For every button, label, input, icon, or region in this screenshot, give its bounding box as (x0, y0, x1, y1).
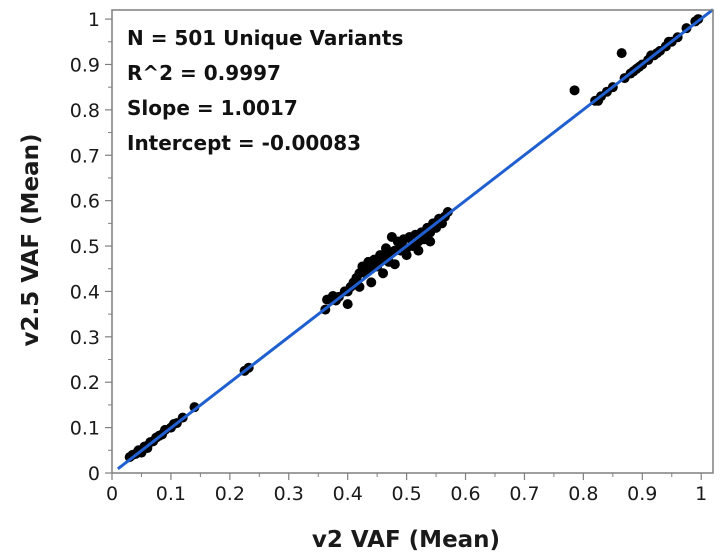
y-axis-title: v2.5 VAF (Mean) (18, 134, 44, 347)
data-point (378, 268, 389, 279)
y-tick-label: 0 (88, 463, 100, 485)
x-tick-label: 0.4 (333, 483, 363, 505)
x-tick-label: 0.8 (568, 483, 598, 505)
x-tick-label: 0.2 (215, 483, 245, 505)
annotation-slope: Slope = 1.0017 (127, 96, 298, 120)
y-tick-label: 0.5 (70, 236, 100, 258)
data-point (342, 299, 353, 310)
data-point (366, 277, 377, 288)
x-tick-label: 0.7 (509, 483, 539, 505)
fit-line (116, 8, 714, 471)
annotation-intercept: Intercept = -0.00083 (127, 131, 361, 155)
y-tick-label: 0.4 (70, 281, 100, 303)
data-point (616, 48, 627, 59)
y-tick-label: 0.3 (70, 327, 100, 349)
x-tick-label: 0.9 (627, 483, 657, 505)
annotation-r2: R^2 = 0.9997 (127, 61, 281, 85)
y-tick-label: 0.6 (70, 191, 100, 213)
data-point (569, 85, 580, 96)
x-tick-label: 0.5 (391, 483, 421, 505)
y-tick-label: 0.9 (70, 54, 100, 76)
y-tick-label: 1 (88, 9, 100, 31)
x-tick-label: 0.1 (156, 483, 186, 505)
y-tick-label: 0.1 (70, 418, 100, 440)
axis-ticks: 0 0.1 0.2 0.3 0.4 0.5 0.6 0.7 0.8 0.9 1 0 0.1 0.2 0.3 0… (70, 9, 707, 505)
x-tick-label: 0 (106, 483, 118, 505)
x-axis-title: v2 VAF (Mean) (312, 527, 500, 553)
y-tick-label: 0.8 (70, 100, 100, 122)
x-tick-label: 1 (695, 483, 707, 505)
data-point (413, 245, 424, 256)
annotation-n: N = 501 Unique Variants (127, 26, 403, 50)
plot-frame (111, 9, 714, 474)
x-tick-label: 0.6 (450, 483, 480, 505)
y-tick-label: 0.2 (70, 372, 100, 394)
data-point (425, 236, 436, 247)
x-tick-label: 0.3 (274, 483, 304, 505)
y-tick-label: 0.7 (70, 145, 100, 167)
plot-area (116, 8, 714, 471)
